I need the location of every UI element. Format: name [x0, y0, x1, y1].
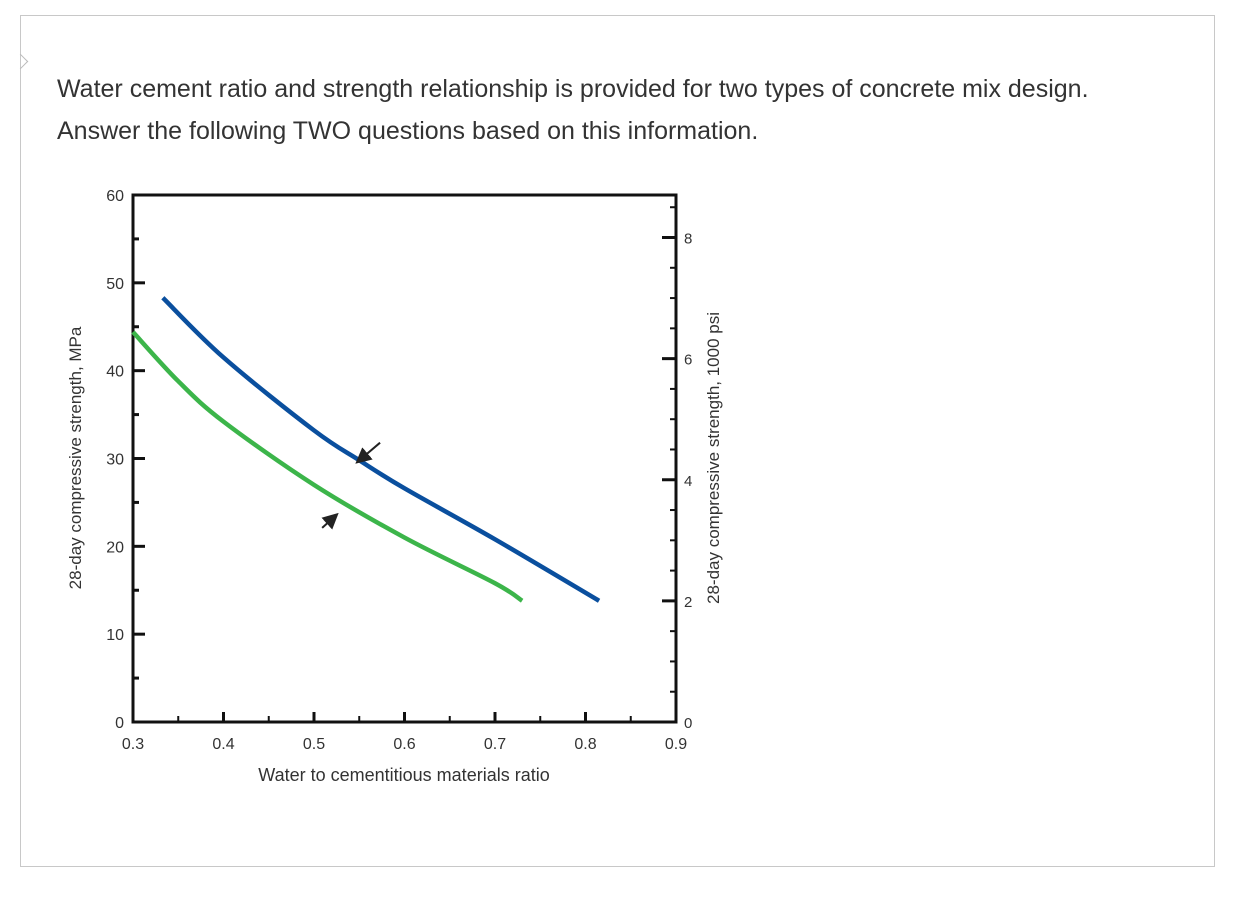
y-tick-label: 10 — [106, 627, 124, 644]
x-tick-label: 0.7 — [484, 736, 506, 753]
annotation-arrow-icon — [355, 441, 381, 464]
x-tick-label: 0.9 — [665, 736, 687, 753]
y-tick-label: 20 — [106, 539, 124, 556]
x-tick-label: 0.6 — [393, 736, 415, 753]
y-tick-label: 30 — [106, 452, 124, 469]
series-line-2 — [131, 330, 524, 603]
question-card — [12, 15, 1215, 867]
y-tick-label: 60 — [106, 188, 124, 205]
plot-frame — [131, 193, 678, 724]
x-tick-label: 0.5 — [303, 736, 325, 753]
y-tick-label: 40 — [106, 364, 124, 381]
x-tick-label: 0.8 — [574, 736, 596, 753]
y-axis-label: 28-day compressive strength, MPa — [66, 326, 85, 589]
y2-tick-label: 8 — [684, 231, 692, 248]
x-tick-label: 0.4 — [212, 736, 234, 753]
y-tick-label: 50 — [106, 276, 124, 293]
x-axis-label: Water to cementitious materials ratio — [258, 765, 549, 785]
question-text: Water cement ratio and strength relation… — [57, 75, 1089, 145]
y2-tick-label: 0 — [684, 715, 692, 732]
y-tick-label: 0 — [115, 715, 124, 732]
series-line-1 — [161, 296, 601, 603]
y2-tick-label: 4 — [684, 473, 692, 490]
y2-tick-label: 6 — [684, 352, 692, 369]
y2-tick-label: 2 — [684, 594, 692, 611]
y2-axis-label: 28-day compressive strength, 1000 psi — [704, 312, 723, 604]
annotation-arrow-icon — [321, 512, 339, 530]
x-tick-label: 0.3 — [122, 736, 144, 753]
